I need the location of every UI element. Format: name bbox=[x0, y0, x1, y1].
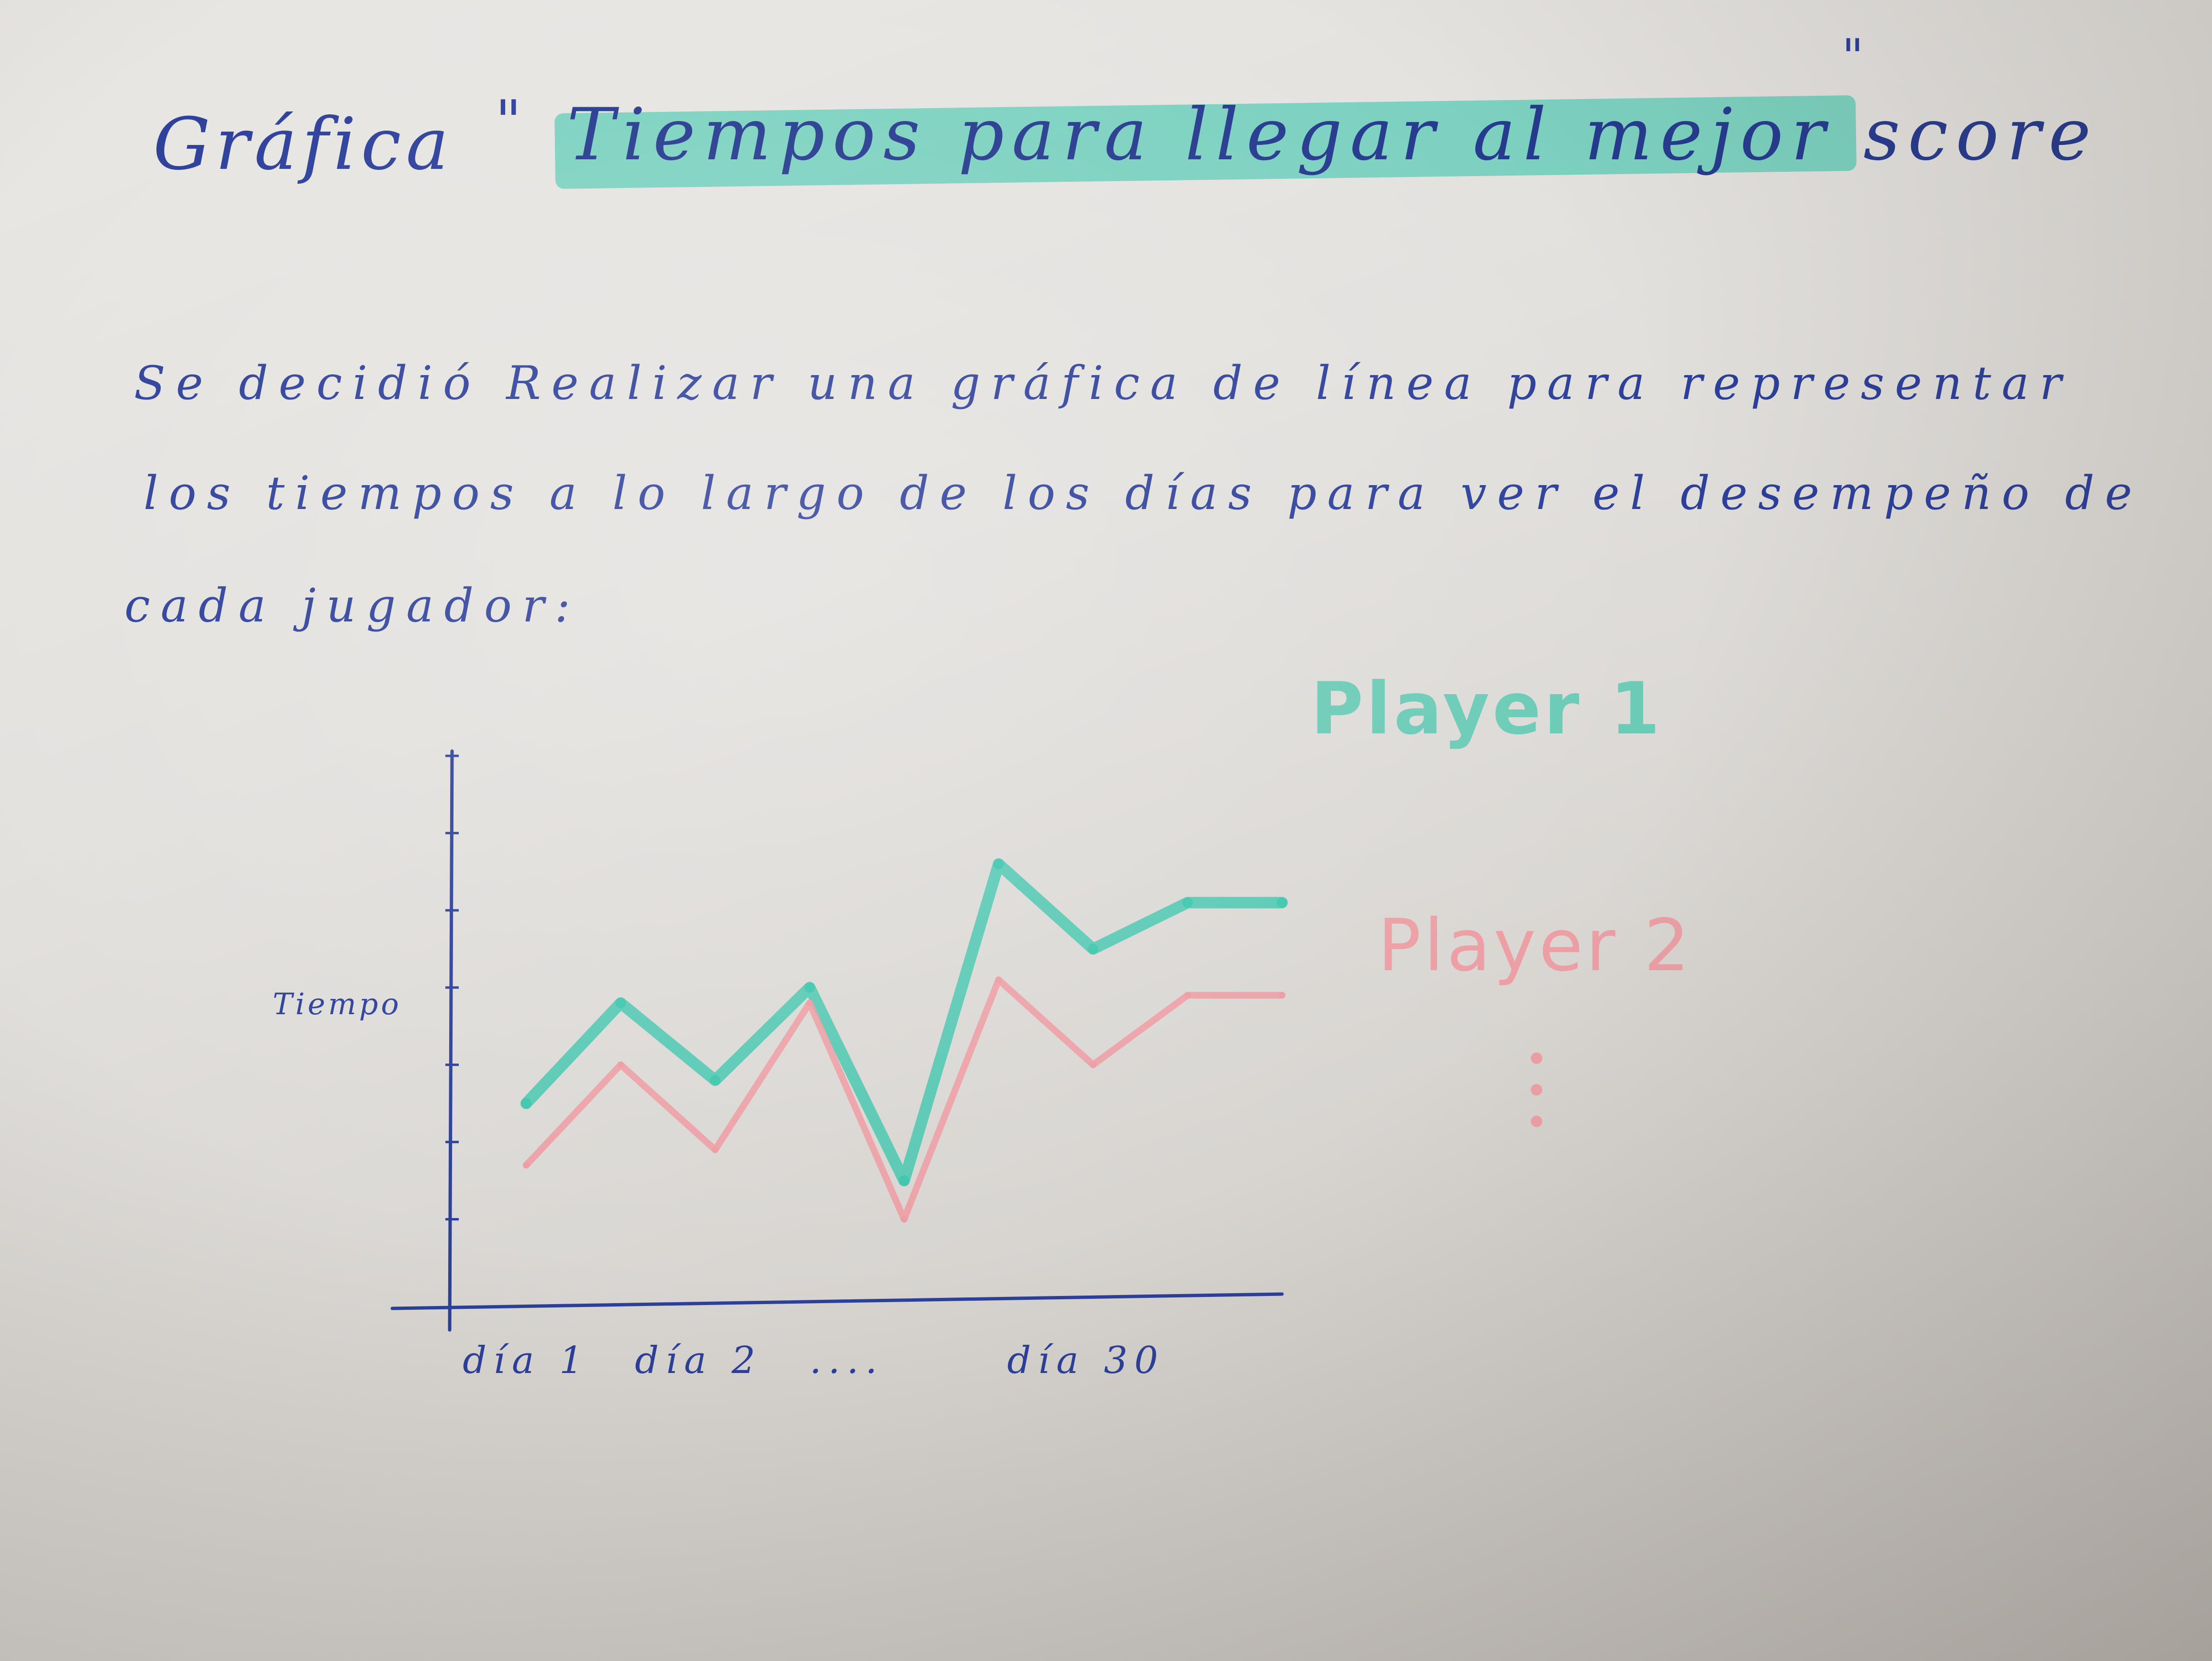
legend-entry-player-1: Player 1 bbox=[1311, 667, 1663, 751]
series-1-point bbox=[615, 997, 626, 1008]
y-axis-line bbox=[448, 749, 454, 1332]
x-axis-line bbox=[390, 1292, 1284, 1310]
series-1-point bbox=[710, 1075, 720, 1085]
chart-series-layer bbox=[520, 858, 1288, 1223]
body-text-line-1: Se decidió Realizar una gráfica de línea… bbox=[134, 356, 2072, 410]
series-1-point bbox=[1277, 897, 1287, 908]
series-1-point bbox=[899, 1175, 909, 1186]
series-1-point bbox=[804, 982, 815, 993]
series-2-point bbox=[1279, 992, 1285, 999]
y-axis-label: Tiempo bbox=[273, 986, 402, 1021]
x-tick-label: día 30 bbox=[1007, 1339, 1164, 1382]
series-1-point bbox=[1182, 897, 1193, 908]
chart-axes bbox=[390, 749, 1284, 1332]
x-tick-label: .... bbox=[809, 1339, 884, 1382]
body-text-line-2: los tiempos a lo largo de los días para … bbox=[144, 466, 2143, 520]
series-1-point bbox=[1088, 943, 1098, 954]
x-tick-label: día 1 bbox=[463, 1339, 590, 1382]
series-line-1 bbox=[520, 858, 1288, 1186]
series-2-point bbox=[806, 999, 813, 1007]
series-1-point bbox=[521, 1098, 531, 1109]
series-2-point bbox=[712, 1146, 719, 1153]
legend-more-dots bbox=[1531, 1052, 1542, 1148]
title-prefix: Gráfica bbox=[153, 103, 453, 186]
title-quote-open: " bbox=[495, 89, 529, 155]
title-highlighted-text: Tiempos para llegar al mejor score bbox=[567, 93, 2099, 177]
body-text-line-3: cada jugador: bbox=[124, 579, 581, 632]
series-2-point bbox=[1090, 1061, 1096, 1068]
series-2-point bbox=[995, 976, 1002, 984]
legend-entry-player-2: Player 2 bbox=[1378, 904, 1692, 987]
series-2-point bbox=[617, 1061, 624, 1068]
series-2-point bbox=[901, 1216, 907, 1223]
chart-labels: Tiempo día 1 día 2.... día 30 bbox=[273, 986, 1164, 1382]
series-1-point bbox=[993, 859, 1004, 869]
x-tick-label: día 2 bbox=[635, 1339, 762, 1382]
series-2-point bbox=[1184, 992, 1191, 999]
title-quote-close: " bbox=[1842, 29, 1870, 85]
series-2-point bbox=[523, 1162, 530, 1169]
